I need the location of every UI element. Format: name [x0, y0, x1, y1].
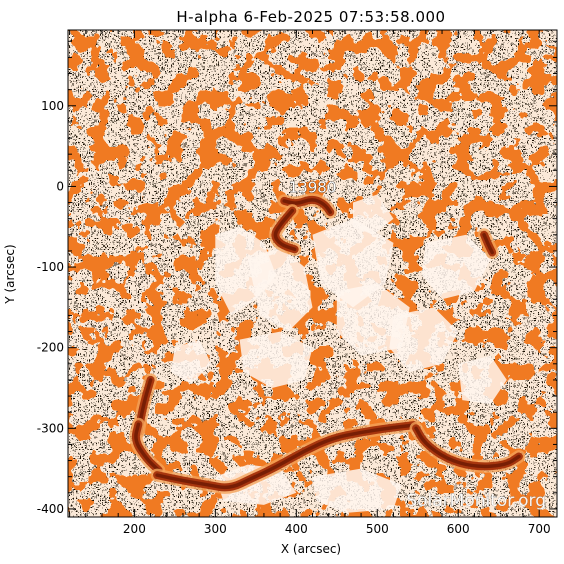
bright-plage-regions [170, 194, 507, 513]
plage-patch [458, 355, 507, 405]
filament-core [134, 422, 161, 472]
filament-layer [129, 193, 526, 494]
y-tick-label: -300 [37, 421, 64, 435]
y-axis: -400 -300 -200 -100 0 100 [37, 40, 557, 516]
annotation-layer: 13980 [288, 178, 337, 197]
filament-core [482, 233, 494, 255]
plage-patch [215, 226, 277, 316]
x-tick-label: 300 [204, 522, 227, 536]
chart-title: H-alpha 6-Feb-2025 07:53:58.000 [176, 8, 445, 26]
active-region-label: 13980 [289, 178, 337, 196]
x-axis: 200 300 400 500 600 700 [69, 30, 551, 536]
plage-patch [421, 234, 491, 300]
plage-patch [312, 468, 402, 513]
x-tick-label: 400 [285, 522, 308, 536]
plage-patch [239, 331, 313, 388]
filament-core [282, 198, 333, 214]
x-tick-label: 700 [528, 522, 551, 536]
y-axis-label: Y (arcsec) [3, 244, 17, 304]
y-tick-label: -100 [37, 260, 64, 274]
y-tick-label: 0 [56, 179, 64, 193]
y-tick-label: 100 [41, 99, 64, 113]
filament-core [414, 426, 521, 469]
x-axis-label: X (arcsec) [281, 542, 341, 556]
plage-patch [247, 246, 313, 332]
plage-patch [215, 464, 297, 505]
y-tick-label: -200 [37, 341, 64, 355]
x-tick-label: 600 [447, 522, 470, 536]
x-tick-label: 200 [123, 522, 146, 536]
plage-patch [353, 194, 394, 235]
y-tick-label: -400 [37, 502, 64, 516]
watermark-text: SolarMonitor.org [406, 491, 546, 511]
plage-patch [170, 339, 212, 384]
x-tick-label: 500 [366, 522, 389, 536]
filament-core [155, 423, 416, 490]
filament-core [273, 208, 297, 252]
plage-patch [389, 307, 459, 372]
plot-area [68, 30, 557, 517]
